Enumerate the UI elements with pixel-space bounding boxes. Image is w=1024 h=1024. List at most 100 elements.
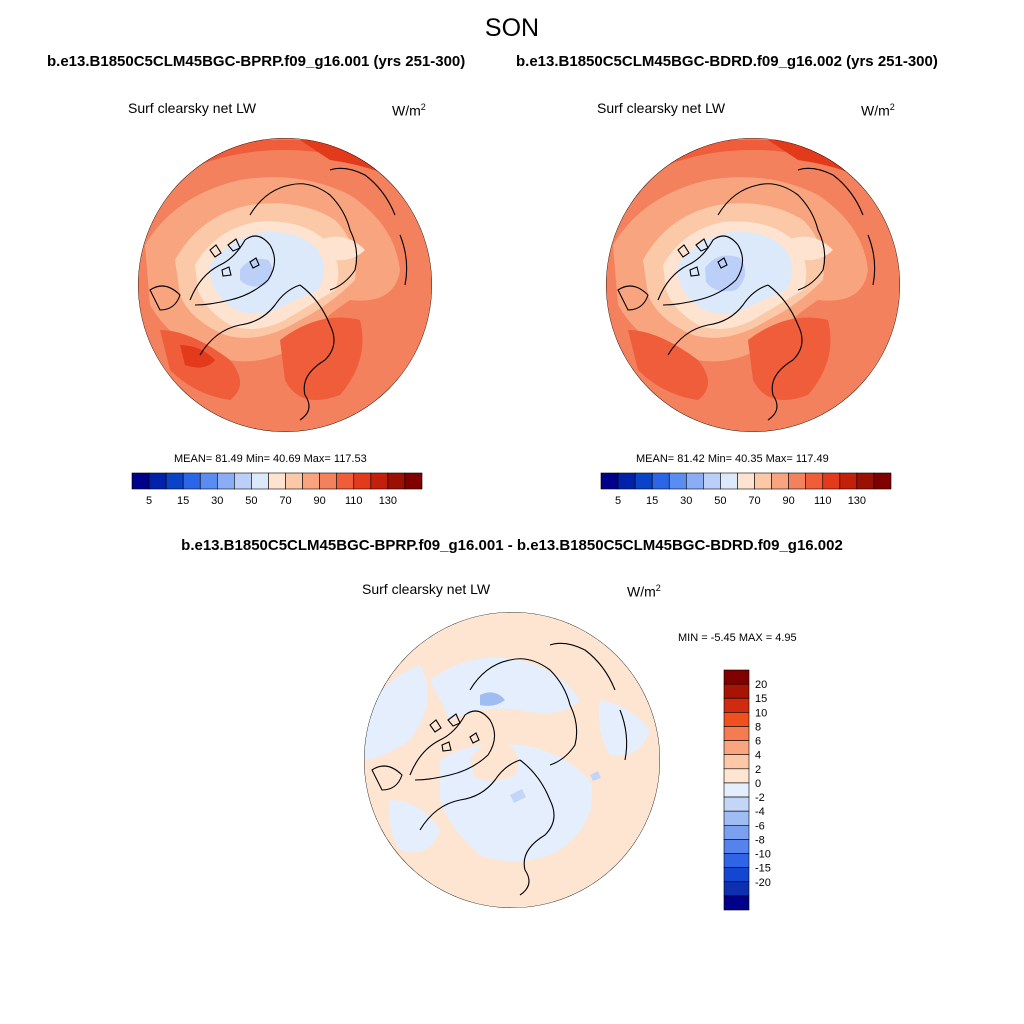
colorbar-label: 8 [755, 721, 761, 733]
colorbar-label: 50 [714, 495, 726, 507]
colorbar-box [723, 824, 750, 840]
colorbar-label: 2 [755, 764, 761, 776]
colorbar-box [199, 472, 218, 490]
colorbar-box [723, 669, 750, 685]
colorbar-box [737, 472, 755, 490]
colorbar-label: 70 [748, 495, 760, 507]
colorbar-box [268, 472, 286, 490]
left-stats: MEAN= 81.49 Min= 40.69 Max= 117.53 [174, 453, 367, 465]
right-case-title: b.e13.B1850C5CLM45BGC-BDRD.f09_g16.002 (… [516, 53, 938, 70]
colorbar-box [723, 712, 750, 727]
left-polar-map [138, 138, 432, 432]
colorbar-box [723, 895, 750, 911]
colorbar-box [703, 472, 721, 490]
difference-polar-map [364, 612, 660, 908]
colorbar-box [651, 472, 670, 490]
figure-title: SON [484, 14, 540, 42]
colorbar-label: 6 [755, 736, 761, 748]
colorbar-box [723, 768, 750, 784]
colorbar-box [404, 472, 423, 490]
diff-units-label: W/m2 [627, 583, 661, 600]
colorbar-box [723, 853, 750, 868]
colorbar-label: 30 [680, 495, 692, 507]
colorbar-box [131, 472, 150, 490]
colorbar-box [148, 472, 167, 490]
colorbar-label: 110 [814, 495, 832, 507]
colorbar-label: 0 [755, 778, 761, 790]
colorbar-label: 110 [345, 495, 363, 507]
colorbar-label: -15 [755, 863, 771, 875]
colorbar-label: 30 [211, 495, 223, 507]
colorbar-label: 10 [755, 707, 767, 719]
colorbar-label: -8 [755, 834, 765, 846]
colorbar-box [302, 472, 320, 490]
left-units-label: W/m2 [392, 102, 426, 119]
right-units-label: W/m2 [861, 102, 895, 119]
colorbar-label: 130 [379, 495, 397, 507]
colorbar-label: 15 [755, 693, 767, 705]
colorbar-box [723, 867, 750, 883]
colorbar-label: 90 [783, 495, 795, 507]
colorbar-label: -2 [755, 792, 765, 804]
colorbar-box [723, 683, 750, 699]
left-colorbar: 5 15 30 50 70 90 110 130 [131, 472, 423, 507]
colorbar-box [319, 472, 338, 490]
diff-variable-label: Surf clearsky net LW [362, 581, 491, 597]
colorbar-box [685, 472, 704, 490]
colorbar-box [723, 697, 750, 713]
colorbar-label: 90 [314, 495, 326, 507]
left-case-title: b.e13.B1850C5CLM45BGC-BPRP.f09_g16.001 (… [47, 53, 466, 70]
colorbar-box [771, 472, 789, 490]
colorbar-box [873, 472, 892, 490]
colorbar-box [216, 472, 235, 490]
colorbar-box [720, 472, 738, 490]
colorbar-box [723, 796, 750, 812]
colorbar-box [182, 472, 201, 490]
colorbar-label: 70 [279, 495, 291, 507]
colorbar-box [723, 881, 750, 897]
colorbar-box [165, 472, 184, 490]
colorbar-label: 20 [755, 679, 767, 691]
difference-title: b.e13.B1850C5CLM45BGC-BPRP.f09_g16.001 -… [181, 537, 843, 554]
colorbar-box [856, 472, 875, 490]
right-polar-map [606, 138, 900, 432]
colorbar-box [723, 754, 750, 770]
colorbar-box [822, 472, 841, 490]
colorbar-box [723, 740, 750, 756]
colorbar-label: -6 [755, 820, 765, 832]
colorbar-label: 50 [245, 495, 257, 507]
colorbar-box [336, 472, 355, 490]
colorbar-box [353, 472, 372, 490]
colorbar-box [805, 472, 824, 490]
colorbar-box [723, 782, 750, 798]
colorbar-box [600, 472, 619, 490]
colorbar-box [234, 472, 252, 490]
right-variable-label: Surf clearsky net LW [597, 100, 726, 116]
colorbar-box [370, 472, 389, 490]
colorbar-box [754, 472, 772, 490]
colorbar-label: 5 [615, 495, 621, 507]
right-colorbar: 5 15 30 50 70 90 110 130 [600, 472, 892, 507]
colorbar-box [251, 472, 269, 490]
colorbar-label: 130 [848, 495, 866, 507]
diff-stats: MIN = -5.45 MAX = 4.95 [678, 632, 797, 644]
colorbar-box [723, 839, 750, 854]
colorbar-label: 5 [146, 495, 152, 507]
colorbar-box [723, 726, 750, 741]
colorbar-box [723, 810, 750, 826]
colorbar-label: -20 [755, 877, 771, 889]
colorbar-box [285, 472, 303, 490]
colorbar-box [668, 472, 687, 490]
left-variable-label: Surf clearsky net LW [128, 100, 257, 116]
colorbar-label: -4 [755, 806, 765, 818]
colorbar-box [788, 472, 807, 490]
colorbar-label: 15 [646, 495, 658, 507]
colorbar-label: 15 [177, 495, 189, 507]
colorbar-box [617, 472, 636, 490]
colorbar-label: 4 [755, 750, 761, 762]
colorbar-box [387, 472, 406, 490]
colorbar-box [839, 472, 858, 490]
colorbar-label: -10 [755, 849, 771, 861]
